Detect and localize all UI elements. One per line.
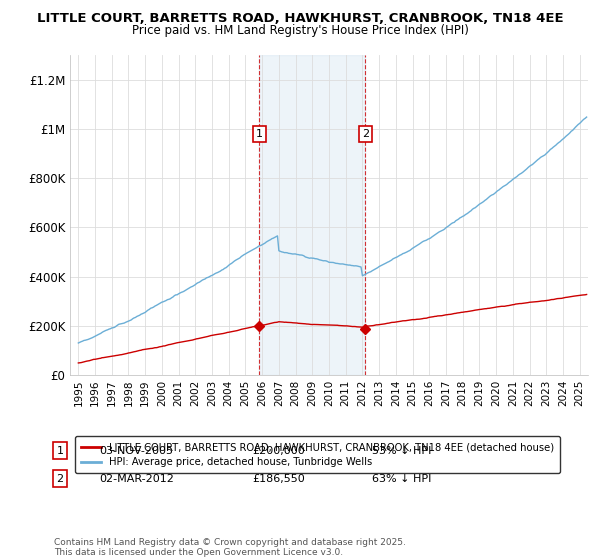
- Text: 1: 1: [256, 129, 263, 139]
- Text: 02-MAR-2012: 02-MAR-2012: [99, 474, 174, 484]
- Text: 03-NOV-2005: 03-NOV-2005: [99, 446, 173, 456]
- Text: £186,550: £186,550: [252, 474, 305, 484]
- Text: LITTLE COURT, BARRETTS ROAD, HAWKHURST, CRANBROOK, TN18 4EE: LITTLE COURT, BARRETTS ROAD, HAWKHURST, …: [37, 12, 563, 25]
- Legend: LITTLE COURT, BARRETTS ROAD, HAWKHURST, CRANBROOK, TN18 4EE (detached house), HP: LITTLE COURT, BARRETTS ROAD, HAWKHURST, …: [75, 436, 560, 473]
- Text: Price paid vs. HM Land Registry's House Price Index (HPI): Price paid vs. HM Land Registry's House …: [131, 24, 469, 37]
- Text: 2: 2: [56, 474, 64, 484]
- Text: £200,000: £200,000: [252, 446, 305, 456]
- Text: Contains HM Land Registry data © Crown copyright and database right 2025.
This d: Contains HM Land Registry data © Crown c…: [54, 538, 406, 557]
- Text: 63% ↓ HPI: 63% ↓ HPI: [372, 474, 431, 484]
- Text: 53% ↓ HPI: 53% ↓ HPI: [372, 446, 431, 456]
- Text: 2: 2: [362, 129, 369, 139]
- Text: 1: 1: [56, 446, 64, 456]
- Bar: [259, 55, 365, 375]
